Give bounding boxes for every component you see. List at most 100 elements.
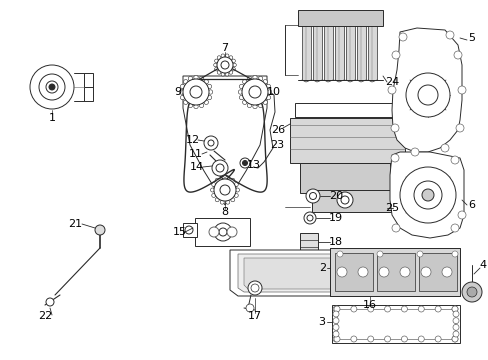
- Circle shape: [211, 183, 215, 186]
- Circle shape: [452, 324, 458, 330]
- Bar: [84, 73, 93, 101]
- Circle shape: [225, 176, 229, 180]
- Circle shape: [258, 103, 262, 108]
- Circle shape: [452, 331, 458, 337]
- Text: 9: 9: [174, 87, 181, 97]
- Circle shape: [455, 124, 463, 132]
- Circle shape: [232, 63, 236, 67]
- Circle shape: [207, 95, 211, 100]
- Text: 25: 25: [384, 203, 398, 213]
- Circle shape: [238, 90, 242, 94]
- Circle shape: [214, 67, 218, 71]
- Circle shape: [336, 192, 352, 208]
- Bar: [376, 253, 414, 291]
- Circle shape: [214, 179, 236, 201]
- Circle shape: [221, 72, 224, 76]
- Circle shape: [213, 63, 217, 67]
- Circle shape: [234, 193, 238, 197]
- Circle shape: [452, 318, 458, 324]
- Circle shape: [258, 76, 262, 81]
- Bar: [183, 223, 197, 237]
- Circle shape: [207, 140, 214, 146]
- Circle shape: [305, 189, 319, 203]
- Bar: [303, 108, 318, 116]
- Circle shape: [220, 200, 224, 204]
- Circle shape: [179, 90, 183, 94]
- Circle shape: [242, 79, 267, 105]
- Circle shape: [215, 178, 219, 182]
- Circle shape: [247, 76, 251, 81]
- Polygon shape: [238, 254, 394, 292]
- Circle shape: [376, 251, 382, 257]
- Text: 26: 26: [270, 125, 285, 135]
- Circle shape: [445, 31, 453, 39]
- Text: 12: 12: [185, 135, 200, 145]
- Circle shape: [203, 136, 218, 150]
- Circle shape: [309, 193, 316, 199]
- Circle shape: [190, 86, 202, 98]
- Bar: [302, 15, 310, 80]
- Circle shape: [401, 306, 407, 312]
- Text: 10: 10: [266, 87, 281, 97]
- Circle shape: [219, 228, 226, 236]
- Circle shape: [250, 284, 259, 292]
- Text: 13: 13: [246, 160, 261, 170]
- Circle shape: [199, 103, 203, 108]
- Circle shape: [188, 76, 192, 81]
- Bar: [289, 118, 404, 163]
- Circle shape: [263, 100, 267, 104]
- Circle shape: [390, 154, 398, 162]
- Circle shape: [350, 336, 356, 342]
- Circle shape: [306, 215, 312, 221]
- Circle shape: [450, 156, 458, 164]
- Bar: [297, 10, 382, 26]
- Circle shape: [225, 72, 228, 76]
- Polygon shape: [389, 152, 463, 238]
- Circle shape: [265, 95, 270, 100]
- Circle shape: [203, 100, 208, 104]
- Bar: [356, 15, 365, 80]
- Circle shape: [336, 251, 342, 257]
- Circle shape: [457, 211, 465, 219]
- Circle shape: [242, 80, 246, 84]
- Circle shape: [217, 56, 221, 59]
- Bar: [324, 15, 332, 80]
- Circle shape: [367, 336, 373, 342]
- Circle shape: [413, 181, 441, 209]
- Circle shape: [183, 79, 208, 105]
- Circle shape: [208, 227, 219, 237]
- Circle shape: [229, 56, 232, 59]
- Circle shape: [384, 306, 390, 312]
- Circle shape: [401, 336, 407, 342]
- Circle shape: [440, 144, 448, 152]
- Text: 16: 16: [362, 300, 376, 310]
- Circle shape: [391, 224, 399, 232]
- Circle shape: [391, 51, 399, 59]
- Circle shape: [199, 76, 203, 81]
- Circle shape: [203, 80, 208, 84]
- Text: 15: 15: [173, 227, 186, 237]
- Circle shape: [417, 336, 424, 342]
- Circle shape: [304, 212, 315, 224]
- Circle shape: [239, 84, 244, 89]
- Text: 5: 5: [468, 33, 474, 43]
- Circle shape: [350, 306, 356, 312]
- Circle shape: [410, 148, 418, 156]
- Text: 23: 23: [269, 140, 284, 150]
- Circle shape: [226, 227, 237, 237]
- Text: 24: 24: [384, 77, 398, 87]
- Circle shape: [225, 200, 229, 204]
- Circle shape: [231, 59, 235, 63]
- Circle shape: [450, 224, 458, 232]
- Circle shape: [211, 193, 215, 197]
- Circle shape: [193, 75, 198, 80]
- Circle shape: [184, 226, 193, 234]
- Circle shape: [39, 74, 65, 100]
- Circle shape: [417, 306, 424, 312]
- Circle shape: [180, 84, 184, 89]
- Circle shape: [390, 124, 398, 132]
- Text: 3: 3: [318, 317, 325, 327]
- Text: 22: 22: [38, 311, 52, 321]
- Circle shape: [217, 57, 232, 73]
- Circle shape: [332, 331, 338, 337]
